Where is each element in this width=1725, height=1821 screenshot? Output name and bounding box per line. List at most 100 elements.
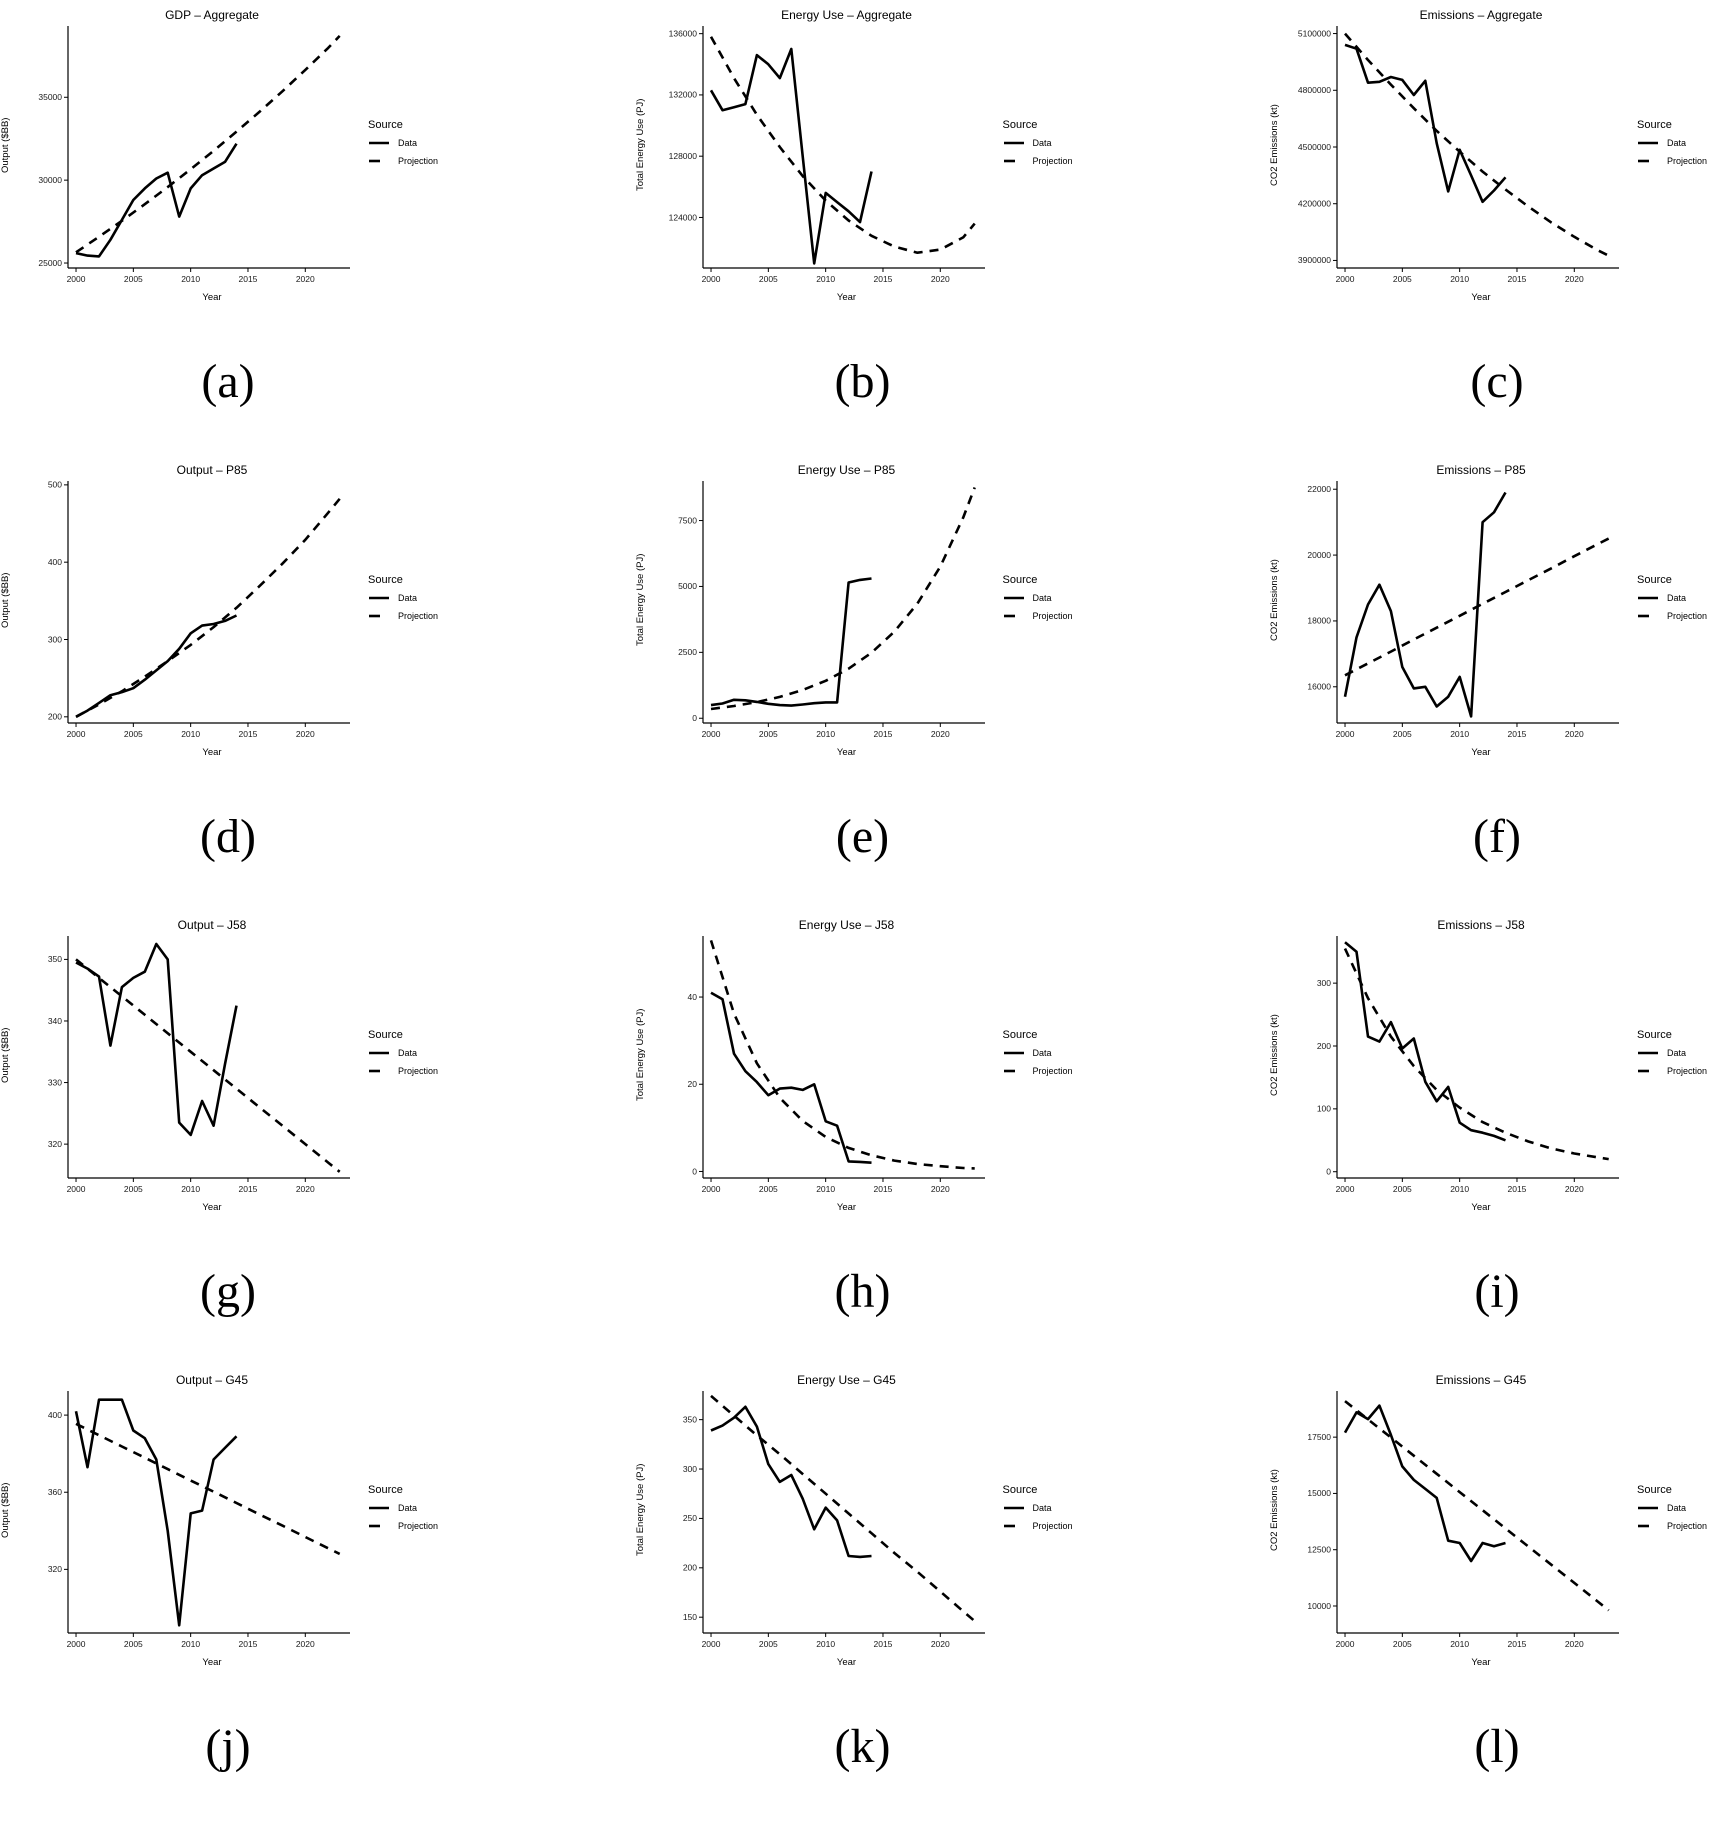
legend-item-projection: Projection (1003, 156, 1091, 166)
legend-label-data: Data (398, 1047, 418, 1058)
subplot-g: Output – J58 Output ($BB) 320 330 340 350 20… (0, 910, 575, 1365)
legend-label-projection: Projection (398, 1065, 439, 1076)
legend-title: Source (1002, 1028, 1038, 1041)
legend: Source Data Projection (356, 574, 456, 651)
figure-i: Emissions – J58 CO2 Emissions (kt) 0 100 2… (1269, 910, 1725, 1365)
legend: Source Data Projection (1625, 574, 1725, 651)
y-axis-label: Total Energy Use (PJ) (634, 98, 646, 192)
svg-text:2010: 2010 (181, 1184, 200, 1194)
figure-f: Emissions – P85 CO2 Emissions (kt) 16000… (1269, 455, 1725, 910)
subplot-d: Output – P85 Output ($BB) 200 300 400 500 20… (0, 455, 575, 910)
legend-title: Source (368, 118, 403, 131)
svg-text:16000: 16000 (1307, 682, 1331, 692)
svg-text:2005: 2005 (1393, 1184, 1412, 1194)
solid-line-key-icon (1638, 596, 1658, 599)
svg-text:2015: 2015 (1508, 274, 1527, 284)
legend: Source Data Projection (356, 119, 456, 196)
legend-item-projection: Projection (368, 156, 456, 166)
y-axis-label: CO2 Emissions (kt) (1269, 559, 1280, 641)
y-axis-label: Output ($BB) (0, 1027, 11, 1083)
svg-text:350: 350 (682, 1414, 696, 1424)
solid-line-key-icon (369, 1506, 389, 1509)
svg-text:100: 100 (1317, 1104, 1331, 1114)
svg-text:300: 300 (1317, 978, 1331, 988)
svg-text:2020: 2020 (296, 729, 315, 739)
svg-text:2010: 2010 (816, 729, 835, 739)
svg-text:2015: 2015 (1508, 1639, 1527, 1649)
legend: Source Data Projection (1625, 119, 1725, 196)
subplot-caption: (d) (200, 810, 256, 863)
svg-text:2020: 2020 (1565, 274, 1584, 284)
legend-title: Source (1002, 118, 1038, 131)
svg-text:2000: 2000 (701, 274, 720, 284)
svg-text:340: 340 (48, 1016, 62, 1026)
legend-item-data: Data (1003, 138, 1091, 148)
solid-line-key-icon (1003, 141, 1024, 144)
svg-text:2000: 2000 (701, 1639, 720, 1649)
svg-text:330: 330 (48, 1077, 62, 1087)
legend-label-data: Data (1032, 137, 1052, 148)
dashed-line-key-icon (1003, 1069, 1015, 1072)
legend-item-projection: Projection (1003, 1066, 1091, 1076)
dashed-line-key-icon (369, 614, 380, 617)
legend-title: Source (1002, 1483, 1038, 1496)
legend-item-projection: Projection (1003, 611, 1091, 621)
svg-text:2020: 2020 (930, 729, 949, 739)
subplot-caption: (c) (1470, 355, 1524, 408)
svg-text:320: 320 (48, 1564, 62, 1574)
y-axis-label: Output ($BB) (0, 117, 11, 173)
legend-item-data: Data (1637, 138, 1725, 148)
svg-text:2005: 2005 (1393, 729, 1412, 739)
y-axis-label: Total Energy Use (PJ) (634, 1463, 646, 1557)
legend: Source Data Projection (991, 119, 1091, 196)
chart-title: Energy Use – Aggregate (781, 8, 912, 22)
subplot-k: Energy Use – G45 Total Energy Use (PJ) 1… (575, 1365, 1150, 1820)
legend: Source Data Projection (991, 1029, 1091, 1106)
x-axis-label: Year (836, 1657, 857, 1668)
svg-text:0: 0 (692, 1166, 697, 1176)
legend-item-projection: Projection (1637, 1521, 1725, 1531)
svg-text:0: 0 (1326, 1167, 1331, 1177)
svg-text:2010: 2010 (181, 1639, 200, 1649)
plot-panel: 0 100 200 300 2000 2005 2010 2015 2020 (1317, 936, 1619, 1194)
figure-g: Output – J58 Output ($BB) 320 330 340 350 20… (0, 910, 456, 1365)
dashed-line-key-icon (1003, 159, 1015, 162)
subplot-b: Energy Use – Aggregate Total Energy Use … (575, 0, 1150, 455)
svg-text:2010: 2010 (181, 729, 200, 739)
plot-panel: 200 300 400 500 2000 2005 2010 2015 2020 (48, 480, 350, 739)
figure-b: Energy Use – Aggregate Total Energy Use … (635, 0, 1091, 455)
legend-label-data: Data (398, 137, 418, 148)
legend-label-data: Data (1032, 1047, 1052, 1058)
subplot-caption: (a) (201, 355, 255, 408)
legend-item-data: Data (1637, 1503, 1725, 1513)
y-axis-label: CO2 Emissions (kt) (1269, 1469, 1280, 1551)
legend-label-projection: Projection (1667, 1065, 1708, 1076)
svg-text:2000: 2000 (67, 1184, 86, 1194)
legend-title: Source (1637, 118, 1672, 131)
x-axis-label: Year (202, 1202, 222, 1213)
plot-panel: 16000 18000 20000 22000 2000 2005 2010 2015 2020 (1307, 481, 1619, 739)
figure-c: Emissions – Aggregate CO2 Emissions (kt)… (1269, 0, 1725, 455)
chart-title: Energy Use – J58 (798, 918, 895, 932)
x-axis-label: Year (202, 1657, 222, 1668)
svg-text:2005: 2005 (758, 729, 777, 739)
y-axis-label: Output ($BB) (0, 1482, 11, 1538)
svg-text:10000: 10000 (1307, 1601, 1331, 1611)
legend: Source Data Projection (1625, 1029, 1725, 1106)
svg-text:2005: 2005 (124, 1184, 143, 1194)
svg-text:2015: 2015 (873, 274, 892, 284)
dashed-line-key-icon (369, 1524, 380, 1527)
svg-text:18000: 18000 (1307, 616, 1331, 626)
svg-text:2020: 2020 (1565, 1639, 1584, 1649)
chart-title: Output – J58 (177, 918, 247, 932)
x-axis-label: Year (836, 747, 857, 758)
svg-text:2020: 2020 (1565, 1184, 1584, 1194)
legend-label-projection: Projection (398, 610, 439, 621)
legend-item-data: Data (1003, 1048, 1091, 1058)
subplot-caption: (i) (1474, 1265, 1520, 1318)
legend-item-projection: Projection (1637, 1066, 1725, 1076)
svg-text:22000: 22000 (1307, 484, 1331, 494)
legend: Source Data Projection (991, 574, 1091, 651)
x-axis-label: Year (836, 292, 857, 303)
svg-text:2000: 2000 (701, 1184, 720, 1194)
